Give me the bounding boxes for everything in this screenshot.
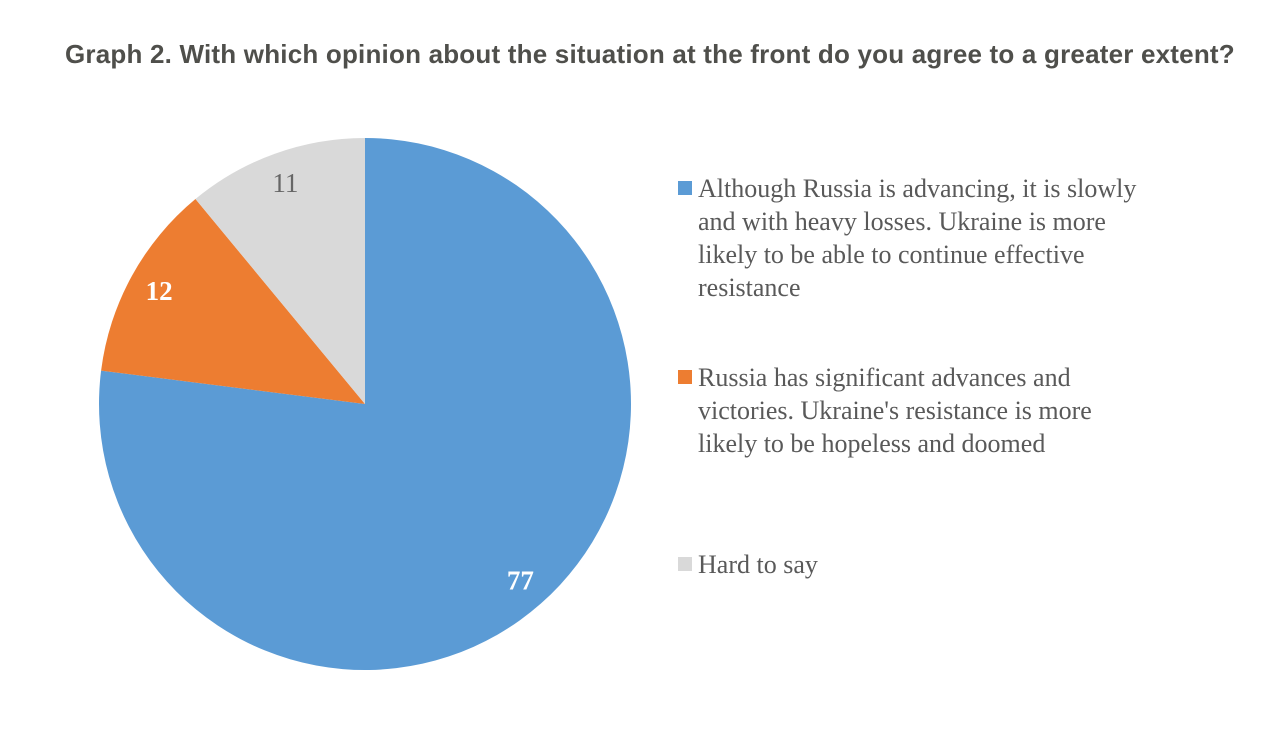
legend-label-line: Russia has significant advances and [698, 363, 1071, 392]
legend-label-line: resistance [698, 273, 801, 302]
legend-label-line: victories. Ukraine's resistance is more [698, 396, 1092, 425]
pie-slice-0 [99, 138, 632, 671]
legend-label-line: likely to be able to continue effective [698, 240, 1085, 269]
legend-label-line: Hard to say [698, 550, 818, 579]
legend-item-effective-resistance: Although Russia is advancing, it is slow… [678, 172, 1198, 304]
legend-item-hopeless-doomed: Russia has significant advances and vict… [678, 361, 1198, 460]
legend-swatch-orange-icon [678, 370, 692, 384]
chart-title: Graph 2. With which opinion about the si… [65, 39, 1235, 69]
legend-label-line: and with heavy losses. Ukraine is more [698, 207, 1106, 236]
legend-item-hard-to-say: Hard to say [678, 548, 1198, 581]
legend-label: Although Russia is advancing, it is slow… [698, 172, 1136, 304]
legend-swatch-blue-icon [678, 181, 692, 195]
legend-swatch-gray-icon [678, 557, 692, 571]
pie-data-label-0: 77 [507, 565, 534, 595]
legend-label-line: likely to be hopeless and doomed [698, 429, 1046, 458]
legend-label: Hard to say [698, 548, 818, 581]
pie-slice-2 [195, 138, 365, 404]
pie-data-label-2: 11 [272, 168, 298, 198]
legend-label-line: Although Russia is advancing, it is slow… [698, 174, 1137, 203]
pie-slice-1 [101, 199, 365, 404]
legend-label: Russia has significant advances and vict… [698, 361, 1092, 460]
pie-data-label-1: 12 [146, 276, 173, 306]
